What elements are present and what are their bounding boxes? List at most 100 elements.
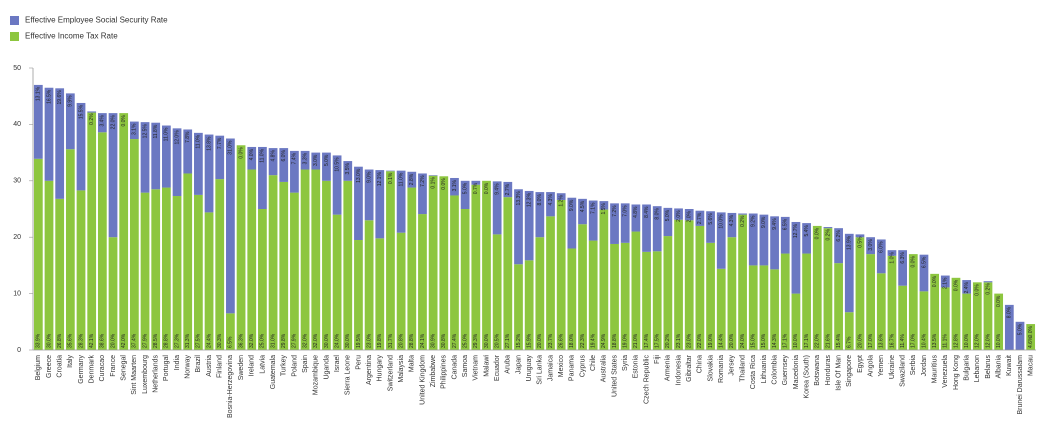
bar-segment: [418, 214, 427, 350]
value-label: 6.2%: [836, 230, 842, 242]
value-label: 0.2%: [89, 113, 95, 125]
bar-segment: [460, 180, 470, 209]
x-tick-label: Poland: [291, 355, 298, 377]
x-tick-label: Macedonia: [793, 355, 800, 389]
value-label: 13.1%: [36, 86, 42, 101]
value-label: 24.9%: [601, 333, 607, 348]
value-label: 7.4%: [292, 152, 298, 164]
bar-segment: [108, 237, 118, 350]
value-label: 5.0%: [462, 182, 468, 194]
x-tick-label: Luxembourg: [142, 355, 149, 394]
bar-segment: [524, 190, 534, 261]
bar-segment: [599, 209, 609, 350]
x-tick-label: Costa Rica: [750, 355, 757, 389]
y-tick-label: 50: [13, 65, 21, 72]
value-label: 0.1%: [430, 177, 436, 189]
value-label: 24.0%: [740, 333, 746, 348]
x-tick-label: Yemen: [878, 355, 885, 377]
bar-segment: [364, 169, 374, 221]
bar-segment: [876, 239, 886, 274]
value-label: 24.1%: [420, 333, 426, 348]
x-tick-label: Malta: [409, 355, 416, 372]
y-tick-label: 30: [13, 178, 21, 185]
value-label: 30.0%: [484, 333, 490, 348]
value-label: 13.3%: [516, 191, 522, 206]
bar-segment: [44, 87, 54, 181]
bar-segment: [652, 206, 662, 252]
value-label: 31.0%: [228, 140, 234, 155]
bar-segment: [375, 238, 385, 350]
bar-segment: [770, 216, 779, 270]
x-tick-label: Lithuania: [761, 355, 768, 384]
value-label: 29.8%: [281, 333, 287, 348]
bar-segment: [983, 282, 993, 350]
value-label: 24.0%: [334, 333, 340, 348]
bar-segment: [663, 207, 673, 237]
x-tick-label: Gibraltar: [686, 354, 693, 382]
x-tick-label: Ukraine: [889, 355, 896, 379]
x-tick-label: Chile: [590, 355, 597, 371]
value-label: 11.0%: [196, 134, 202, 148]
bar-segment: [258, 209, 267, 350]
bar-segment: [76, 102, 86, 191]
value-label: 0.0%: [911, 256, 917, 268]
value-label: 3.1%: [132, 123, 138, 135]
bar-segment: [791, 293, 801, 350]
bar-segment: [290, 192, 299, 350]
bar-segment: [343, 161, 353, 181]
bar-segment: [844, 312, 854, 350]
bar-segment: [418, 173, 427, 215]
bar-segment: [215, 179, 225, 350]
bar-segment: [226, 138, 235, 314]
y-tick-label: 0: [17, 347, 21, 354]
bar-segment: [396, 232, 406, 350]
x-tick-label: Belgium: [35, 355, 42, 380]
bar-segment: [631, 231, 641, 350]
bar-segment: [503, 181, 513, 198]
value-label: 12.5%: [142, 124, 148, 139]
value-label: 36.3%: [238, 333, 244, 348]
bar-segment: [738, 214, 747, 350]
bar-segment: [930, 273, 940, 350]
bar-segment: [844, 233, 854, 313]
x-tick-label: Croatia: [57, 355, 64, 378]
x-tick-label: Serbia: [910, 355, 917, 375]
x-tick-label: Venezuela: [942, 355, 949, 388]
bar-segment: [567, 197, 577, 249]
x-tick-label: Korea (South): [803, 355, 810, 399]
x-tick-label: Turkey: [281, 355, 288, 377]
bar-segment: [1004, 304, 1014, 350]
bar-segment: [759, 214, 769, 266]
bar-segment: [802, 253, 811, 350]
x-tick-label: Indonesia: [675, 355, 682, 385]
bar-segment: [300, 169, 310, 350]
x-tick-label: Ireland: [249, 355, 256, 377]
value-label: 19.0%: [623, 333, 629, 348]
value-label: 7.0%: [623, 205, 629, 217]
bar-segment: [354, 240, 363, 350]
bar-segment: [386, 170, 395, 172]
bar-segment: [268, 148, 278, 176]
value-label: 19.8%: [377, 333, 383, 348]
value-label: 10.0%: [793, 333, 799, 348]
value-label: 10.4%: [921, 333, 927, 348]
value-label: 37.4%: [132, 333, 138, 348]
x-tick-label: Ecuador: [494, 354, 501, 381]
bar-segment: [727, 237, 737, 350]
bar-segment: [940, 287, 950, 350]
bar-segment: [983, 281, 993, 283]
bar-segment: [354, 166, 363, 241]
bar-segment: [876, 273, 886, 350]
value-label: 0.5%: [857, 236, 863, 248]
value-label: 11.0%: [398, 172, 404, 186]
value-label: 15.0%: [751, 333, 757, 348]
bar-segment: [151, 189, 161, 350]
x-tick-label: Colombia: [771, 355, 778, 385]
value-label: 9.9%: [68, 95, 74, 107]
bar-segment: [706, 242, 715, 350]
value-label: 6.3%: [900, 252, 906, 264]
bar-segment: [834, 263, 843, 350]
bar-segment: [129, 121, 139, 140]
value-label: 0.0%: [996, 295, 1002, 307]
x-tick-label: Isle Of Man: [835, 355, 842, 391]
